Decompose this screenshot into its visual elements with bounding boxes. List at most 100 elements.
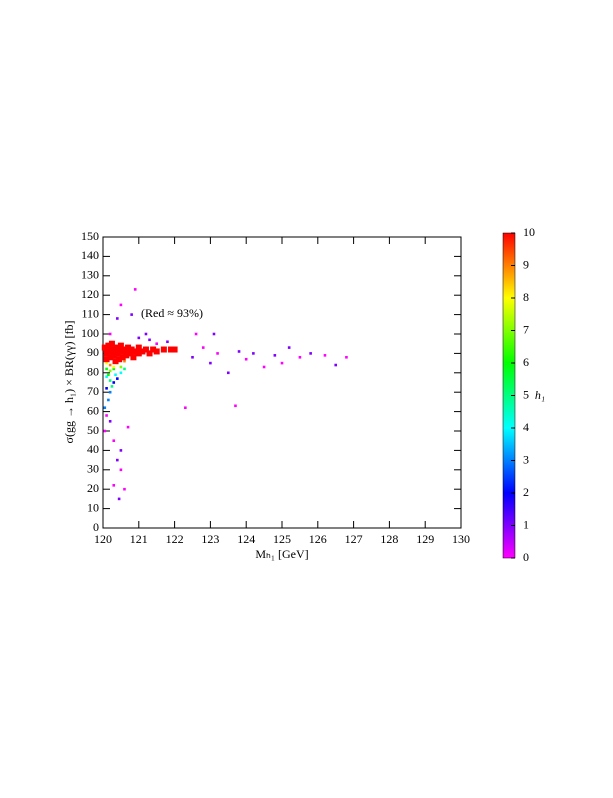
colorbar-tick-label: 6: [523, 355, 529, 369]
point: [133, 288, 137, 291]
point: [125, 344, 132, 351]
y-tick-label: 130: [81, 268, 99, 282]
point: [142, 346, 149, 353]
colorbar-tick-label: 0: [523, 550, 529, 564]
point: [121, 346, 128, 353]
point: [171, 346, 178, 353]
point: [119, 371, 123, 375]
point: [107, 354, 114, 361]
point: [108, 420, 112, 423]
x-tick-label: 126: [309, 532, 327, 546]
point: [119, 449, 123, 452]
point: [110, 346, 117, 353]
point: [110, 385, 114, 388]
point: [114, 350, 121, 357]
point: [105, 342, 112, 349]
point: [139, 348, 146, 355]
point: [135, 350, 142, 357]
y-tick-label: 20: [87, 481, 99, 495]
point: [112, 358, 119, 365]
point: [103, 406, 107, 410]
point: [112, 381, 116, 384]
point: [105, 414, 108, 417]
point: [105, 387, 108, 390]
point: [112, 365, 116, 369]
point: [191, 355, 194, 359]
y-tick-label: 110: [81, 306, 99, 320]
y-axis-label: σ(gg → h₁) × BR(γγ) [fb]: [62, 320, 76, 443]
point: [108, 363, 112, 367]
point: [184, 406, 187, 410]
point: [101, 344, 108, 351]
annotation: (Red ≈ 93%): [141, 306, 203, 320]
point: [119, 303, 123, 307]
point: [130, 354, 137, 361]
point: [105, 375, 108, 378]
y-tick-label: 0: [93, 520, 99, 534]
point: [117, 348, 124, 355]
colorbar-tick-label: 9: [523, 257, 529, 271]
colorbar-tick-label: 2: [523, 485, 529, 499]
point: [123, 352, 130, 359]
y-tick-label: 40: [87, 442, 99, 456]
point: [107, 348, 114, 355]
colorbar-tick-label: 7: [523, 322, 529, 336]
x-tick-label: 120: [94, 532, 112, 546]
point: [334, 363, 337, 367]
point: [126, 425, 130, 429]
point: [112, 439, 116, 442]
y-tick-label: 100: [81, 326, 99, 340]
point: [108, 379, 112, 382]
point: [116, 356, 123, 363]
y-tick-label: 120: [81, 287, 99, 301]
y-tick-label: 60: [87, 403, 99, 417]
point: [298, 355, 302, 359]
point: [262, 365, 266, 369]
point: [144, 332, 148, 336]
point: [273, 354, 277, 357]
plot-frame: [102, 236, 462, 529]
x-tick-label: 129: [416, 532, 434, 546]
point: [103, 356, 110, 363]
point: [116, 458, 119, 462]
y-tick-label: 70: [87, 384, 99, 398]
point: [166, 340, 169, 344]
point: [130, 313, 133, 316]
point: [132, 348, 139, 355]
point: [108, 332, 112, 336]
point: [146, 350, 153, 357]
colorbar-label: h₁: [535, 388, 545, 402]
point: [123, 367, 126, 371]
x-tick-label: 122: [166, 532, 184, 546]
point: [209, 361, 212, 365]
point: [117, 497, 121, 501]
point: [252, 352, 255, 355]
point: [108, 340, 115, 347]
point: [194, 332, 198, 336]
point: [116, 317, 119, 320]
point: [227, 371, 230, 375]
point: [103, 350, 110, 357]
y-tick-label: 140: [81, 248, 99, 262]
point: [212, 332, 216, 336]
point: [150, 346, 157, 353]
x-axis-label: Mₕ₁ [GeV]: [255, 547, 308, 561]
point: [155, 342, 158, 345]
point: [114, 344, 121, 351]
colorbar-tick-label: 4: [523, 420, 529, 434]
y-tick-label: 30: [87, 462, 99, 476]
point: [119, 468, 123, 472]
y-tick-label: 90: [87, 345, 99, 359]
y-tick-label: 80: [87, 365, 99, 379]
point: [244, 357, 248, 361]
point: [108, 390, 112, 394]
point: [137, 336, 141, 340]
colorbar-tick-label: 1: [523, 517, 529, 531]
point: [237, 350, 241, 353]
y-tick-label: 10: [87, 500, 99, 514]
point: [119, 354, 126, 361]
point: [148, 338, 151, 342]
point: [323, 354, 327, 357]
point: [216, 352, 219, 355]
